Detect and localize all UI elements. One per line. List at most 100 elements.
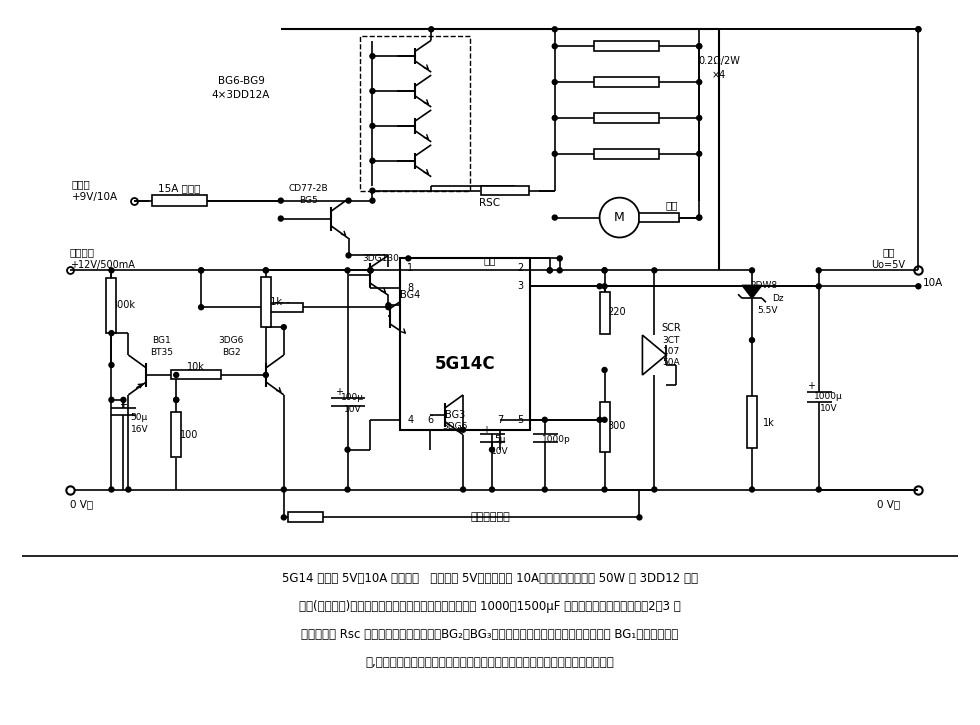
Circle shape [547, 268, 553, 273]
Text: 5G14 组成的 5V／10A 稳压电源   输出电压 5V，输出电流 10A，选用四只功耗为 50W 的 3DD12 并联: 5G14 组成的 5V／10A 稳压电源 输出电压 5V，输出电流 10A，选用… [282, 572, 698, 585]
Circle shape [199, 268, 204, 273]
Circle shape [750, 487, 755, 492]
Bar [600, 292, 610, 334]
Bar [172, 413, 181, 457]
Text: BG3: BG3 [445, 410, 466, 420]
Text: SCR: SCR [662, 323, 681, 333]
Circle shape [816, 283, 821, 289]
Circle shape [428, 27, 434, 32]
Bar [401, 258, 530, 430]
Text: 之间的电阻 Rsc 设定了内部的限流保护；BG₂、BG₃组成的延时启动短路截流保护，且带有 BG₁组成的自激振: 之间的电阻 Rsc 设定了内部的限流保护；BG₂、BG₃组成的延时启动短路截流保… [302, 628, 678, 641]
Text: BG6-BG9: BG6-BG9 [218, 76, 265, 86]
Circle shape [542, 418, 547, 422]
Circle shape [637, 515, 642, 520]
Circle shape [345, 487, 350, 492]
Circle shape [489, 447, 495, 452]
Circle shape [697, 115, 702, 120]
Circle shape [547, 268, 553, 273]
Circle shape [370, 198, 375, 203]
Text: 300k: 300k [112, 300, 135, 310]
Bar [263, 303, 303, 312]
Circle shape [109, 487, 114, 492]
Text: CD77-2B: CD77-2B [289, 184, 328, 193]
Circle shape [697, 215, 702, 220]
Text: 51k: 51k [264, 297, 282, 307]
Text: 10V: 10V [491, 447, 509, 456]
Text: ×4: ×4 [712, 70, 726, 80]
Circle shape [109, 362, 114, 368]
Text: M: M [614, 211, 625, 224]
Text: 2: 2 [516, 263, 523, 273]
Circle shape [542, 487, 547, 492]
Bar [594, 77, 659, 87]
Bar [747, 396, 757, 447]
Polygon shape [742, 286, 762, 298]
Text: BG2: BG2 [221, 347, 240, 357]
Circle shape [697, 80, 702, 85]
Circle shape [461, 427, 465, 432]
Bar [594, 113, 659, 123]
Bar [361, 36, 470, 191]
Bar [288, 513, 323, 523]
Text: 使用(加散热板)。整流输出的滤波电容容量，可按每安培 1000～1500μF 选择。电路具有三种保护：2、3 脚: 使用(加散热板)。整流输出的滤波电容容量，可按每安培 1000～1500μF 选… [299, 600, 681, 613]
Text: RSC: RSC [479, 198, 501, 207]
Circle shape [386, 303, 391, 307]
Text: 10k: 10k [187, 362, 205, 372]
Circle shape [281, 325, 286, 330]
Bar [152, 195, 207, 206]
Text: 8: 8 [408, 283, 414, 294]
Circle shape [281, 515, 286, 520]
Circle shape [558, 268, 563, 273]
Text: 主电流: 主电流 [72, 178, 90, 188]
Bar [261, 278, 270, 327]
Text: 7: 7 [497, 415, 503, 425]
Text: 限流: 限流 [484, 255, 496, 265]
Text: 5G14C: 5G14C [435, 355, 496, 373]
Circle shape [281, 487, 286, 492]
Text: 100: 100 [273, 302, 292, 312]
Circle shape [368, 268, 373, 273]
Text: 输出: 输出 [882, 247, 895, 257]
Text: 3DG6: 3DG6 [442, 422, 467, 431]
Circle shape [278, 216, 283, 221]
Text: 5: 5 [516, 415, 523, 425]
Bar [639, 213, 679, 222]
Text: 1: 1 [408, 263, 414, 273]
Circle shape [345, 447, 350, 452]
Circle shape [109, 268, 114, 273]
Circle shape [697, 44, 702, 49]
Text: 15A 熔熔器: 15A 熔熔器 [158, 183, 200, 194]
Circle shape [916, 283, 921, 289]
Circle shape [916, 27, 921, 32]
Circle shape [125, 487, 131, 492]
Circle shape [697, 215, 702, 220]
Circle shape [602, 418, 607, 422]
Bar [594, 149, 659, 159]
Bar [172, 370, 221, 379]
Text: Dz: Dz [772, 294, 784, 303]
Circle shape [553, 215, 558, 220]
Circle shape [553, 80, 558, 85]
Circle shape [173, 373, 178, 378]
Text: 10V: 10V [820, 405, 838, 413]
Text: 2DW8: 2DW8 [751, 281, 777, 290]
Circle shape [816, 268, 821, 273]
Text: BG5: BG5 [299, 196, 318, 205]
Circle shape [461, 487, 465, 492]
Circle shape [750, 338, 755, 343]
Circle shape [173, 397, 178, 402]
Text: 20k: 20k [297, 513, 315, 523]
Text: 0 V地: 0 V地 [877, 500, 900, 510]
Text: 6: 6 [427, 415, 433, 425]
Circle shape [370, 88, 375, 94]
Text: 4: 4 [408, 415, 414, 425]
Circle shape [173, 397, 178, 402]
Text: 荡,完成短路消除后自动启动；可控硅和稳压管输出过压时，实现对负载的保护。: 荡,完成短路消除后自动启动；可控硅和稳压管输出过压时，实现对负载的保护。 [366, 656, 614, 669]
Text: 0.2Ω/2W: 0.2Ω/2W [698, 56, 740, 66]
Text: 指示: 指示 [665, 201, 677, 210]
Text: +9V/10A: +9V/10A [72, 191, 118, 202]
Text: 220: 220 [608, 307, 626, 318]
Text: 50μ: 50μ [130, 413, 148, 422]
Circle shape [553, 152, 558, 157]
Circle shape [553, 27, 558, 32]
